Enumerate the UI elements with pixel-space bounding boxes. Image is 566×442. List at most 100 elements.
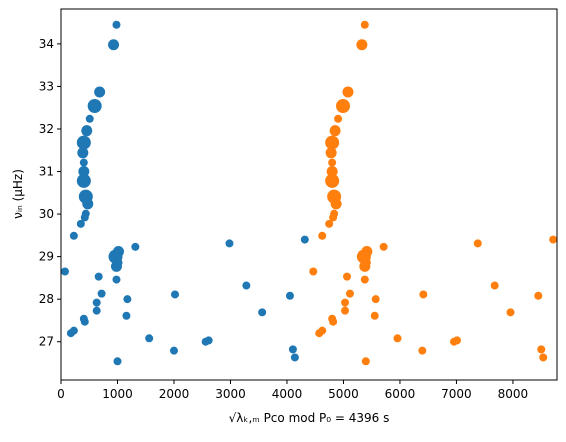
- point: [309, 267, 318, 276]
- point: [76, 135, 91, 150]
- point: [76, 173, 91, 188]
- point: [80, 317, 89, 326]
- point: [92, 298, 101, 307]
- point: [453, 336, 462, 345]
- point: [330, 198, 342, 210]
- point: [171, 290, 180, 299]
- point: [78, 166, 90, 178]
- point: [490, 281, 499, 290]
- point: [419, 290, 428, 299]
- point: [325, 219, 334, 228]
- point: [549, 235, 557, 244]
- point: [362, 258, 371, 267]
- point: [341, 306, 350, 315]
- point: [258, 308, 267, 317]
- point: [325, 135, 340, 150]
- point: [506, 308, 515, 317]
- point: [361, 357, 370, 366]
- point: [82, 198, 94, 210]
- point: [114, 258, 123, 267]
- point: [79, 158, 88, 167]
- point: [356, 39, 368, 51]
- point: [300, 235, 309, 244]
- point: [393, 334, 402, 343]
- point: [61, 267, 69, 276]
- point: [112, 275, 121, 284]
- point: [325, 147, 337, 159]
- point: [360, 20, 369, 29]
- x-tick-label: 0: [57, 387, 65, 401]
- point: [97, 289, 106, 298]
- point: [379, 242, 388, 251]
- point: [242, 281, 251, 290]
- point: [537, 345, 546, 354]
- y-tick-label: 29: [39, 250, 54, 264]
- y-tick-label: 31: [39, 165, 54, 179]
- plot-frame: [60, 8, 558, 381]
- x-tick-label: 8000: [498, 387, 529, 401]
- point: [539, 353, 548, 362]
- point: [360, 275, 369, 284]
- point: [87, 99, 102, 114]
- x-tick-label: 1000: [102, 387, 133, 401]
- point: [69, 231, 78, 240]
- point: [534, 291, 543, 300]
- y-tick-label: 34: [39, 37, 54, 51]
- point: [94, 272, 103, 281]
- point: [341, 298, 350, 307]
- point: [85, 114, 94, 123]
- point: [473, 239, 482, 248]
- point: [326, 166, 338, 178]
- point: [342, 86, 354, 98]
- point: [290, 353, 299, 362]
- x-tick-label: 5000: [328, 387, 359, 401]
- point: [285, 291, 294, 300]
- point: [329, 125, 341, 137]
- x-tick-label: 6000: [385, 387, 416, 401]
- point: [94, 86, 106, 98]
- point: [318, 231, 327, 240]
- point: [131, 242, 140, 251]
- point: [336, 99, 351, 114]
- plot-points: [61, 20, 557, 366]
- x-axis-label: √λₖ,ₘ Pco mod P₀ = 4396 s: [229, 411, 390, 425]
- point: [81, 125, 93, 137]
- point: [77, 147, 89, 159]
- y-tick-label: 27: [39, 335, 54, 349]
- x-tick-label: 2000: [159, 387, 190, 401]
- point: [225, 239, 234, 248]
- point: [328, 158, 337, 167]
- x-tick-label: 4000: [272, 387, 303, 401]
- point: [122, 311, 131, 320]
- point: [145, 334, 154, 343]
- x-tick-label: 3000: [215, 387, 246, 401]
- y-axis-label: νᵢₙ (μHz): [11, 169, 25, 219]
- point: [370, 311, 379, 320]
- point: [92, 306, 101, 315]
- point: [169, 346, 178, 355]
- point: [334, 114, 343, 123]
- point: [113, 357, 122, 366]
- y-tick-label: 32: [39, 122, 54, 136]
- x-tick-label: 7000: [441, 387, 472, 401]
- point: [288, 345, 297, 354]
- point: [325, 173, 340, 188]
- point: [108, 39, 120, 51]
- point: [204, 336, 213, 345]
- point: [123, 295, 132, 304]
- y-tick-label: 30: [39, 207, 54, 221]
- point: [69, 326, 78, 335]
- point: [418, 346, 427, 355]
- y-tick-label: 33: [39, 79, 54, 93]
- point: [76, 219, 85, 228]
- point: [112, 20, 121, 29]
- y-tick-label: 28: [39, 292, 54, 306]
- point: [80, 213, 89, 222]
- point: [345, 289, 354, 298]
- point: [318, 326, 327, 335]
- point: [343, 272, 352, 281]
- point: [371, 295, 380, 304]
- point: [329, 317, 338, 326]
- point: [329, 213, 338, 222]
